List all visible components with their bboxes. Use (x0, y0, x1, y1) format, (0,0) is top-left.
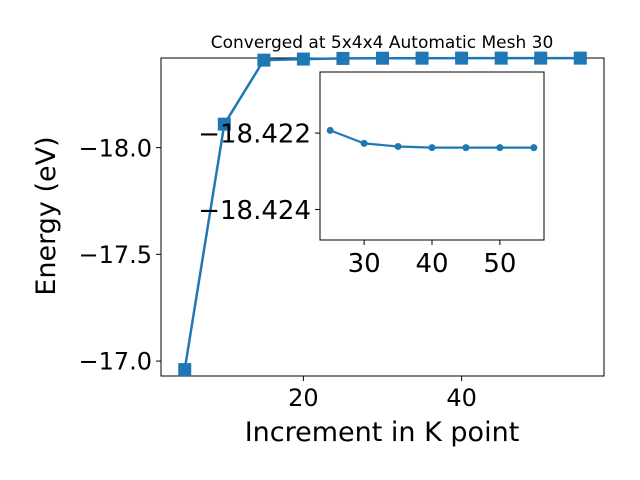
main-data-point (455, 51, 469, 65)
inset-data-point (360, 139, 368, 147)
main-y-tick-label: −18.0 (78, 134, 152, 162)
main-x-tick-label: 20 (288, 384, 319, 412)
y-axis-label: Energy (eV) (31, 136, 62, 295)
inset-y-tick-label: −18.424 (198, 196, 311, 226)
main-y-tick-label: −17.0 (78, 348, 152, 376)
main-x-tick-label: 40 (446, 384, 477, 412)
inset-data-point (326, 126, 334, 134)
main-data-point (257, 53, 271, 67)
main-data-point (534, 51, 548, 65)
x-axis-label: Increment in K point (245, 417, 520, 448)
inset-plot: 30 40 50 −18.424 −18.422 (198, 71, 545, 279)
inset-data-point (530, 144, 538, 152)
main-data-point (336, 51, 350, 65)
inset-data-point (428, 144, 436, 152)
main-data-point (573, 51, 587, 65)
main-data-point (494, 51, 508, 65)
inset-data-point (462, 144, 470, 152)
inset-y-tick-label: −18.422 (198, 119, 311, 149)
inset-frame (319, 71, 545, 241)
inset-data-point (394, 142, 402, 150)
main-data-point (178, 363, 192, 377)
main-data-point (376, 51, 389, 65)
inset-x-tick-label: 50 (483, 249, 516, 279)
main-data-point (415, 51, 429, 65)
chart-title: Converged at 5x4x4 Automatic Mesh 30 (211, 33, 554, 53)
inset-data-point (496, 144, 504, 152)
main-y-tick-label: −17.5 (78, 241, 152, 269)
inset-x-tick-label: 30 (348, 249, 381, 279)
main-data-point (296, 52, 310, 66)
main-data-point (217, 117, 231, 131)
inset-x-tick-label: 40 (415, 249, 448, 279)
